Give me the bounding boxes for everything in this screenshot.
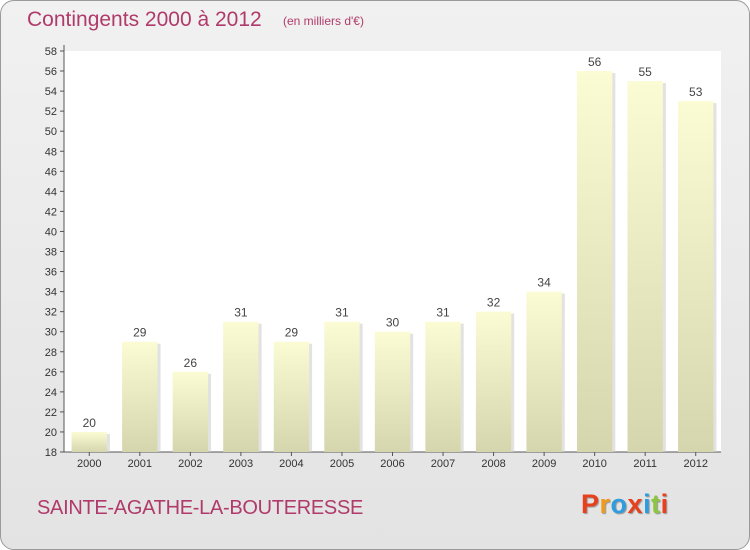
x-tick-label: 2001 — [128, 458, 152, 470]
bar — [374, 331, 411, 452]
bar-value-label: 31 — [335, 306, 349, 320]
y-tick-label: 20 — [45, 427, 57, 439]
y-tick-label: 58 — [45, 46, 57, 58]
x-tick-label: 2004 — [279, 458, 303, 470]
y-tick-label: 56 — [45, 66, 57, 78]
bar — [71, 431, 107, 452]
bar — [425, 321, 461, 452]
bar-value-label: 26 — [184, 356, 198, 370]
logo-letter: t — [651, 489, 661, 519]
y-tick-label: 32 — [45, 307, 57, 319]
x-tick-label: 2011 — [633, 458, 657, 470]
x-tick-label: 2010 — [582, 458, 606, 470]
bar-value-label: 29 — [133, 326, 147, 340]
y-tick-label: 46 — [45, 166, 57, 178]
y-tick-label: 26 — [45, 367, 57, 379]
bar-value-label: 30 — [386, 316, 400, 330]
x-tick-label: 2007 — [431, 458, 455, 470]
bar-value-label: 29 — [285, 326, 299, 340]
bar — [122, 341, 158, 452]
y-tick-label: 38 — [45, 247, 57, 259]
y-tick-label: 52 — [45, 106, 57, 118]
y-tick-label: 50 — [45, 126, 57, 138]
bar-value-label: 53 — [689, 85, 703, 99]
y-tick-label: 28 — [45, 347, 57, 359]
bar-value-label: 56 — [588, 55, 602, 69]
y-tick-label: 18 — [45, 447, 57, 459]
y-tick-label: 44 — [45, 186, 57, 198]
x-tick-label: 2009 — [532, 458, 556, 470]
x-tick-label: 2002 — [178, 458, 202, 470]
commune-name: SAINTE-AGATHE-LA-BOUTERESSE — [37, 497, 364, 519]
x-tick-label: 2012 — [683, 458, 707, 470]
y-tick-label: 36 — [45, 267, 57, 279]
bar — [273, 341, 310, 452]
bar-value-label: 55 — [639, 65, 653, 79]
y-tick-label: 54 — [45, 86, 57, 98]
bar — [172, 371, 209, 452]
bar-value-label: 31 — [436, 306, 450, 320]
bar — [324, 321, 360, 452]
bar-value-label: 31 — [234, 306, 248, 320]
y-tick-label: 42 — [45, 206, 57, 218]
y-tick-label: 22 — [45, 407, 57, 419]
logo-letter: x — [627, 489, 644, 519]
x-tick-label: 2000 — [77, 458, 101, 470]
logo-letter: i — [660, 489, 669, 519]
y-tick-label: 40 — [45, 226, 57, 238]
x-tick-label: 2008 — [481, 458, 505, 470]
bar — [627, 81, 663, 452]
x-tick-label: 2005 — [330, 458, 354, 470]
bar — [678, 101, 714, 452]
chart-title: Contingents 2000 à 2012 — [27, 8, 262, 31]
logo-letter: P — [581, 489, 600, 519]
x-tick-label: 2006 — [380, 458, 404, 470]
y-tick-label: 24 — [45, 387, 57, 399]
y-tick-label: 48 — [45, 146, 57, 158]
logo-letter: r — [599, 489, 611, 519]
bar-value-label: 32 — [487, 296, 501, 310]
proxiti-logo: Proxiti — [581, 489, 669, 520]
bar — [576, 71, 613, 453]
bar-value-label: 20 — [83, 416, 97, 430]
y-tick-label: 30 — [45, 327, 57, 339]
bar — [475, 311, 512, 452]
x-tick-label: 2003 — [229, 458, 253, 470]
bar — [526, 291, 562, 452]
y-tick-label: 34 — [45, 287, 57, 299]
bar-value-label: 34 — [537, 276, 551, 290]
logo-letter: o — [610, 489, 628, 519]
bar — [223, 321, 259, 452]
chart-subtitle: (en milliers d'€) — [283, 14, 364, 28]
logo-letter: i — [643, 489, 652, 519]
bar-chart: 18 20 22 24 26 28 30 32 34 36 38 40 42 44 46 48 50 52 54 56… — [45, 45, 721, 470]
